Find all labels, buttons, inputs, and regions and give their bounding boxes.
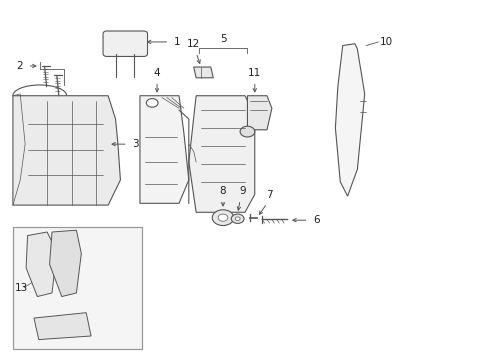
Text: 9: 9 [239,186,246,196]
Text: 7: 7 [266,190,273,200]
Circle shape [231,214,244,224]
Polygon shape [247,96,272,130]
Text: 10: 10 [379,37,392,47]
Polygon shape [49,230,81,297]
Text: 1: 1 [174,37,181,47]
Polygon shape [189,96,255,212]
Text: 5: 5 [220,35,226,44]
Polygon shape [26,232,57,297]
Text: 2: 2 [16,61,23,71]
Text: 12: 12 [187,39,200,49]
Circle shape [218,214,228,221]
Text: 4: 4 [154,68,160,78]
Text: 3: 3 [133,139,139,149]
Polygon shape [13,96,121,205]
Text: 11: 11 [248,68,261,78]
Circle shape [147,99,158,107]
FancyBboxPatch shape [103,31,147,57]
Circle shape [212,210,234,226]
Polygon shape [335,44,365,196]
Text: 6: 6 [314,215,320,225]
Polygon shape [34,313,91,339]
Bar [13,226,143,348]
Text: 13: 13 [14,283,27,293]
Polygon shape [194,67,213,78]
Polygon shape [140,96,189,203]
Circle shape [235,217,240,221]
Text: 8: 8 [220,186,226,196]
Circle shape [240,126,255,137]
